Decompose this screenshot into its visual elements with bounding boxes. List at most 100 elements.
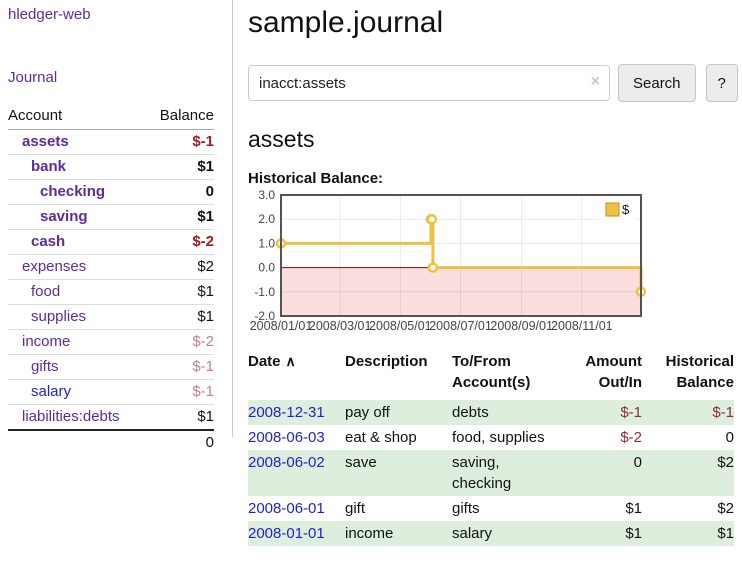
account-row: bank $1 <box>8 154 214 180</box>
account-name-cell: supplies <box>8 304 147 330</box>
register-header-date[interactable]: Date ∧ <box>248 353 296 370</box>
transaction-date-link[interactable]: 2008-06-01 <box>248 500 325 517</box>
transaction-date-cell: 2008-06-03 <box>248 425 345 450</box>
main-content: sample.journal × Search ? assets Histori… <box>240 0 742 546</box>
account-balance: $1 <box>197 408 214 425</box>
sort-asc-icon: ∧ <box>285 353 296 369</box>
transaction-date-link[interactable]: 2008-06-03 <box>248 429 325 446</box>
help-button[interactable]: ? <box>705 64 738 102</box>
transaction-date-link[interactable]: 2008-01-01 <box>248 525 325 542</box>
account-link-expenses[interactable]: expenses <box>22 258 87 275</box>
data-point-marker <box>426 213 438 225</box>
y-tick-label: 2.0 <box>258 212 275 226</box>
plot-border <box>280 194 642 317</box>
account-link-saving[interactable]: saving <box>40 208 88 225</box>
clear-search-icon[interactable]: × <box>590 73 600 90</box>
transaction-description: pay off <box>345 404 390 421</box>
transaction-date-cell: 2008-06-02 <box>248 450 345 496</box>
y-tick-label: 1.0 <box>258 236 275 250</box>
account-balance: $-2 <box>146 229 214 255</box>
account-name-cell: bank <box>8 154 147 180</box>
register-header-accounts: To/From Account(s) <box>452 353 531 391</box>
account-row: cash $-2 <box>8 229 214 255</box>
search-input[interactable] <box>248 65 610 101</box>
transaction-accounts: food, supplies <box>452 429 545 446</box>
account-link-checking[interactable]: checking <box>40 183 106 200</box>
transaction-amount: $1 <box>625 525 642 542</box>
register-header-row: Date ∧ Description To/From Account(s) Amo… <box>248 351 734 400</box>
y-tick-label: 3.0 <box>258 189 275 202</box>
account-link-supplies[interactable]: supplies <box>31 308 87 325</box>
transaction-row: 2008-01-01 income salary $1 $1 <box>248 521 734 546</box>
transaction-date-cell: 2008-06-01 <box>248 496 345 521</box>
transaction-accounts: salary <box>452 525 493 542</box>
search-button[interactable]: Search <box>618 64 696 102</box>
nav-journal-link[interactable]: Journal <box>8 69 58 86</box>
account-name-cell: assets <box>8 129 147 155</box>
negative-region <box>281 267 641 316</box>
register-header-amount: Amount Out/In <box>585 353 642 391</box>
transaction-balance: $-1 <box>712 404 734 421</box>
account-name-cell: expenses <box>8 254 147 280</box>
accounts-header-account: Account <box>8 103 147 130</box>
account-name-cell: food <box>8 279 147 305</box>
transaction-amount: $1 <box>625 500 642 517</box>
account-link-liabilities-debts[interactable]: liabilities:debts <box>22 408 120 425</box>
account-name-cell: gifts <box>8 354 147 380</box>
transaction-date-link[interactable]: 2008-06-02 <box>248 454 325 471</box>
transaction-description: save <box>345 454 377 471</box>
account-row: assets $-1 <box>8 129 214 155</box>
register-table: Date ∧ Description To/From Account(s) Amo… <box>248 351 734 546</box>
accounts-header-balance: Balance <box>146 103 214 130</box>
account-row: salary $-1 <box>8 379 214 405</box>
transaction-date-link[interactable]: 2008-12-31 <box>248 404 325 421</box>
x-tick-label: 2008/09/01 <box>490 319 553 333</box>
account-link-income[interactable]: income <box>22 333 71 350</box>
search-form: × Search ? <box>248 64 742 102</box>
account-title: assets <box>248 126 315 152</box>
transaction-row: 2008-06-01 gift gifts $1 $2 <box>248 496 734 521</box>
brand-link[interactable]: hledger-web <box>8 6 91 23</box>
y-tick-label: -2.0 <box>254 309 275 323</box>
account-link-cash[interactable]: cash <box>31 233 66 250</box>
transaction-amount: 0 <box>633 454 642 471</box>
transaction-description: gift <box>345 500 366 517</box>
account-row: checking 0 <box>8 179 214 205</box>
account-row: liabilities:debts $1 <box>8 405 214 431</box>
transaction-row: 2008-12-31 pay off debts $-1 $-1 <box>248 400 734 425</box>
transaction-balance: $2 <box>717 500 734 517</box>
legend-label: $ <box>622 202 630 217</box>
account-row: gifts $-1 <box>8 354 214 380</box>
accounts-total-value: 0 <box>146 429 214 455</box>
account-name-cell: liabilities:debts <box>8 405 147 431</box>
search-input-wrap: × <box>248 65 610 101</box>
transaction-balance: $2 <box>717 454 734 471</box>
account-row: income $-2 <box>8 329 214 355</box>
transaction-balance: $1 <box>717 525 734 542</box>
account-balance: $-1 <box>146 379 214 405</box>
transaction-balance: 0 <box>725 429 734 446</box>
account-link-gifts[interactable]: gifts <box>31 358 59 375</box>
balance-chart[interactable]: $3.0 2.0 1.0 0.0 -1.0 -2.0 2008/01/01 2008/03/0… <box>248 189 742 335</box>
account-link-bank[interactable]: bank <box>31 158 67 175</box>
account-link-food[interactable]: food <box>31 283 61 300</box>
account-row: food $1 <box>8 279 214 305</box>
account-balance: $1 <box>146 204 214 230</box>
accounts-table: Account Balance assets $-1 bank $1 checking 0… <box>8 103 214 455</box>
transaction-accounts: saving, checking <box>452 454 512 492</box>
x-tick-label: 2008/07/01 <box>429 319 492 333</box>
account-row: expenses $2 <box>8 254 214 280</box>
transaction-accounts: gifts <box>452 500 480 517</box>
x-tick-label: 2008/03/01 <box>309 319 372 333</box>
account-name-cell: checking <box>8 179 147 205</box>
account-link-salary[interactable]: salary <box>31 383 72 400</box>
account-name-cell: cash <box>8 229 147 255</box>
account-row: supplies $1 <box>8 304 214 330</box>
accounts-header-row: Account Balance <box>8 103 214 130</box>
account-balance: $2 <box>146 254 214 280</box>
account-link-assets[interactable]: assets <box>22 133 69 150</box>
transaction-accounts: debts <box>452 404 489 421</box>
account-row: saving $1 <box>8 204 214 230</box>
account-balance: 0 <box>146 179 214 205</box>
data-point-marker <box>427 262 439 273</box>
